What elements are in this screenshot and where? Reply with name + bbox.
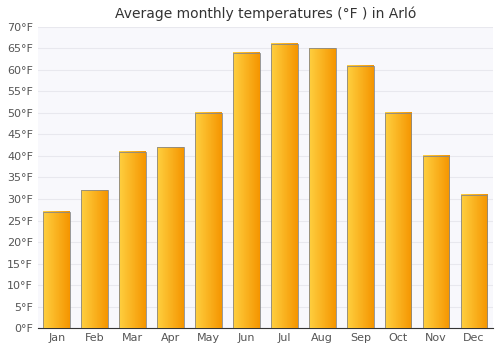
- Bar: [82, 190, 108, 328]
- Title: Average monthly temperatures (°F ) in Arló: Average monthly temperatures (°F ) in Ar…: [114, 7, 416, 21]
- Bar: [120, 152, 146, 328]
- Bar: [461, 195, 487, 328]
- Bar: [158, 147, 184, 328]
- Bar: [44, 212, 70, 328]
- Bar: [423, 156, 450, 328]
- Bar: [271, 44, 297, 328]
- Bar: [347, 65, 374, 328]
- Bar: [233, 52, 260, 328]
- Bar: [309, 48, 336, 328]
- Bar: [385, 113, 411, 328]
- Bar: [195, 113, 222, 328]
